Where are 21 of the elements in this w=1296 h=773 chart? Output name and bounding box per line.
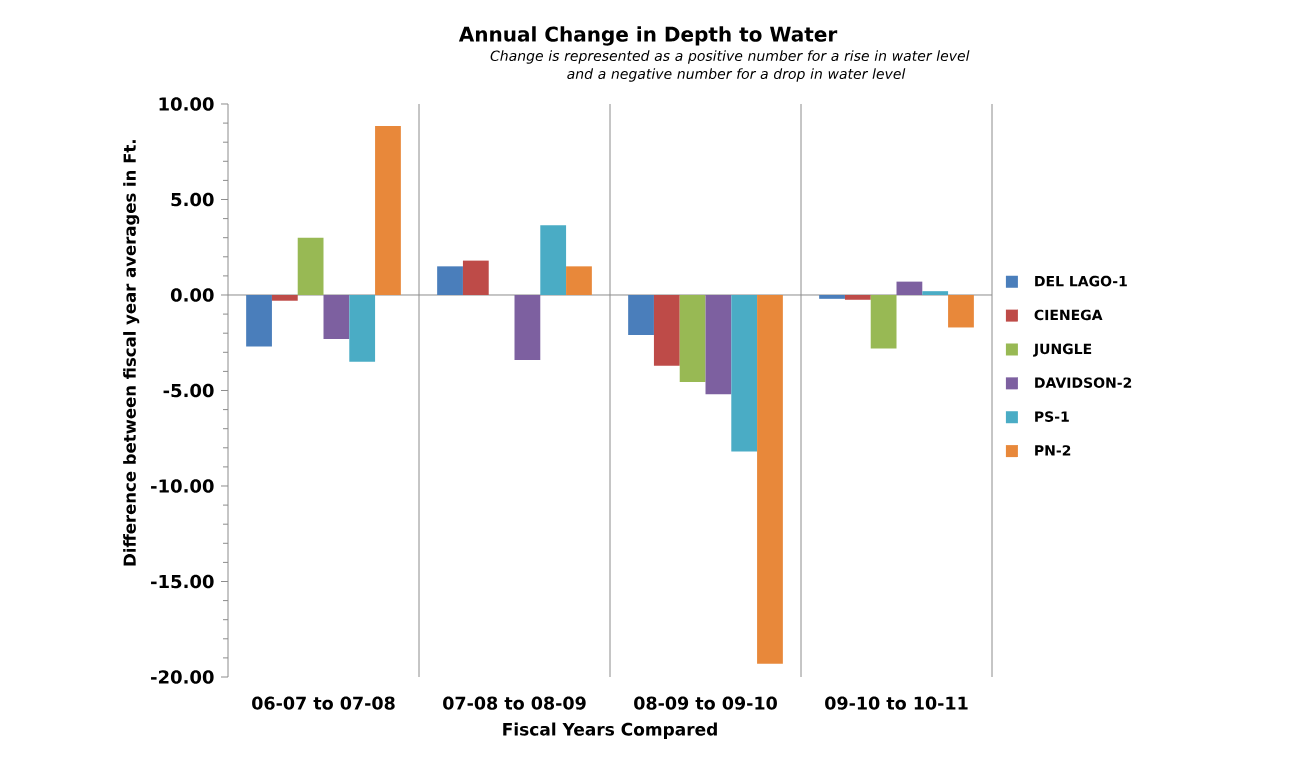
x-tick-label: 06-07 to 07-08 [252,696,395,710]
x-axis-title: Fiscal Years Compared [503,722,717,739]
y-tick-label: -5.00 [163,383,214,398]
chart-subtitle: Change is represented as a positive number for a rise in water level and a negative number for a drop in water level [490,50,970,82]
y-axis-title: Difference between fiscal year averages in Ft. [123,140,140,566]
legend-label: CIENEGA [1034,309,1103,321]
y-tick-label: 5.00 [171,192,214,207]
legend-label: DEL LAGO-1 [1035,275,1127,287]
legend-label: PS-1 [1035,411,1069,422]
y-tick-label: -15.00 [151,574,214,589]
chart-title: Annual Change in Depth to Water [458,26,838,46]
y-tick-label: 0.00 [170,288,214,302]
x-tick-label: 08-09 to 09-10 [634,696,777,710]
x-tick-label: 07-08 to 08-09 [443,696,586,710]
x-tick-label: 09-10 to 10-11 [825,696,968,710]
legend-label: PN-2 [1035,445,1071,456]
legend-label: JUNGLE [1033,343,1092,357]
y-tick-label: 10.00 [159,97,214,111]
legend-label: DAVIDSON-2 [1035,377,1132,389]
y-tick-label: -20.00 [151,670,214,684]
y-tick-label: -10.00 [151,479,214,493]
